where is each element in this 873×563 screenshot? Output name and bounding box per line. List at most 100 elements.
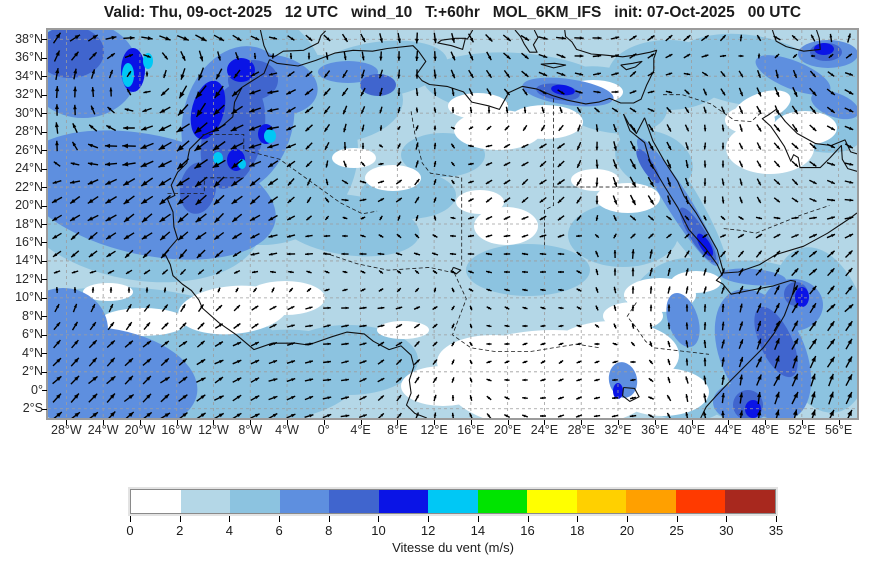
legend-tick (577, 516, 579, 522)
lon-label: 52°E (788, 423, 816, 437)
lon-axis-tick (470, 420, 472, 425)
legend-cell (131, 490, 181, 513)
lat-label: 26°N (15, 142, 43, 157)
legend-tick (279, 516, 281, 522)
map-title: Valid: Thu, 09-oct-2025 12 UTC wind_10 T… (103, 4, 802, 21)
legend-tick (726, 516, 728, 522)
lat-label: 10°N (15, 290, 43, 305)
lon-label: 24°W (87, 423, 119, 437)
lon-axis-tick (103, 420, 105, 425)
lon-label: 32°E (604, 423, 632, 437)
lon-label: 56°E (824, 423, 853, 437)
lon-axis-tick (838, 420, 840, 425)
lat-label: 4°N (22, 345, 43, 360)
wind-speed-legend-bar (128, 487, 778, 516)
lat-label: 20°N (15, 198, 43, 213)
legend-cell (576, 490, 627, 513)
lon-label: 20°W (124, 423, 156, 437)
lon-label: 4°W (275, 423, 299, 437)
legend-value: 20 (619, 523, 635, 538)
legend-value: 16 (520, 523, 535, 538)
lon-axis-tick (728, 420, 730, 425)
lat-axis-tick (42, 131, 47, 133)
lon-label: 8°W (238, 423, 263, 437)
legend-tick (229, 516, 231, 522)
lon-label: 16°E (457, 423, 485, 437)
lon-label: 40°E (677, 423, 706, 437)
legend-value: 8 (325, 523, 333, 538)
lon-axis-tick (250, 420, 252, 425)
legend-tick (527, 516, 529, 522)
legend-value: 14 (470, 523, 486, 538)
lon-axis-tick (581, 420, 583, 425)
legend-cell (180, 490, 231, 513)
lat-label: 2°N (22, 364, 43, 379)
lon-axis-tick (765, 420, 767, 425)
lat-label: 8°N (22, 308, 43, 323)
lon-axis-tick (434, 420, 436, 425)
lat-axis-tick (42, 390, 47, 392)
lat-label: 16°N (15, 234, 43, 249)
lon-axis-tick (801, 420, 803, 425)
lon-label: 48°E (751, 423, 779, 437)
lat-axis-tick (42, 39, 47, 41)
legend-tick (477, 516, 479, 522)
lat-axis-tick (42, 57, 47, 59)
lat-label: 2°S (22, 401, 43, 416)
legend-tick (428, 516, 430, 522)
lon-axis-tick (66, 420, 68, 425)
lat-label: 12°N (15, 271, 43, 286)
lon-label: 28°W (51, 423, 82, 437)
lat-axis-tick (42, 371, 47, 373)
lon-label: 24°E (530, 423, 559, 437)
lon-label: 4°E (350, 423, 371, 437)
legend-value: 12 (420, 523, 436, 538)
lat-label: 24°N (15, 161, 43, 176)
lon-label: 0° (317, 423, 330, 437)
lat-axis-tick (42, 205, 47, 207)
map-plot (46, 28, 859, 420)
lat-axis-tick (42, 279, 47, 281)
legend-tick (378, 516, 380, 522)
legend-value: 25 (669, 523, 684, 538)
lon-label: 16°W (161, 423, 193, 437)
legend-cell (428, 490, 478, 513)
lon-label: 12°W (198, 423, 229, 437)
legend-value: 6 (275, 523, 283, 538)
legend-cell (329, 490, 379, 513)
lon-label: 28°E (567, 423, 595, 437)
lat-label: 28°N (15, 124, 43, 139)
lon-axis-tick (213, 420, 215, 425)
legend-value: 2 (176, 523, 184, 538)
lon-axis-tick (507, 420, 509, 425)
lat-axis-tick (42, 297, 47, 299)
wind-arrows-layer (51, 32, 854, 418)
legend-tick (676, 516, 678, 522)
legend-value: 0 (126, 523, 134, 538)
lon-axis-tick (360, 420, 362, 425)
lat-label: 14°N (15, 253, 43, 268)
legend-tick (776, 516, 777, 522)
legend-cell (725, 490, 775, 513)
lat-label: 32°N (15, 87, 43, 102)
lon-axis-tick (691, 420, 693, 425)
lat-axis-tick (42, 76, 47, 78)
lon-label: 8°E (387, 423, 408, 437)
lat-axis-tick (42, 113, 47, 115)
lat-axis-tick (42, 150, 47, 152)
lat-axis-tick (42, 316, 47, 318)
legend-value: 30 (719, 523, 734, 538)
legend-cell (279, 490, 330, 513)
lon-axis-tick (617, 420, 619, 425)
legend-tick (130, 516, 131, 522)
legend-cell (527, 490, 577, 513)
lon-label: 44°E (714, 423, 742, 437)
lon-axis-tick (139, 420, 141, 425)
legend-cell (675, 490, 726, 513)
lat-axis-tick (42, 353, 47, 355)
lat-axis-tick (42, 224, 47, 225)
legend-cell (378, 490, 429, 513)
legend-tick (328, 516, 330, 522)
legend-cell (626, 490, 676, 513)
